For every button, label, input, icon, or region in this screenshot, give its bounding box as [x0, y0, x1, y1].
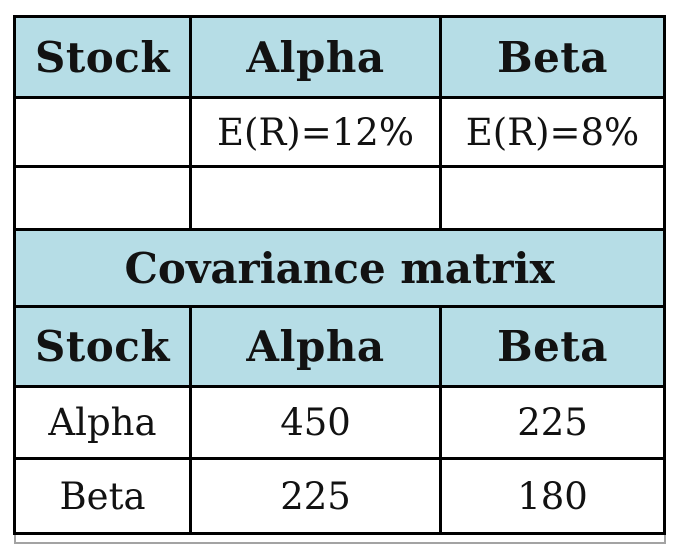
- header-cell-alpha: Alpha: [189, 305, 442, 388]
- header-cell-alpha: Alpha: [189, 15, 442, 99]
- table-cell-expected-return-beta: E(R)=8%: [439, 96, 666, 168]
- header-cell-stock: Stock: [13, 15, 192, 99]
- covariance-beta-beta: 180: [439, 457, 666, 535]
- row-label-beta: Beta: [13, 457, 192, 535]
- table-row: Covariance matrix: [13, 228, 666, 308]
- table-row: E(R)=12% E(R)=8%: [13, 96, 666, 168]
- row-label-alpha: Alpha: [13, 385, 192, 460]
- table-row: Alpha 450 225: [13, 385, 666, 460]
- table-row: Stock Alpha Beta: [13, 15, 666, 99]
- table-row-cutoff: [13, 532, 666, 544]
- covariance-alpha-beta: 225: [439, 385, 666, 460]
- cutoff-row-cell: [13, 532, 666, 544]
- header-cell-beta: Beta: [439, 15, 666, 99]
- header-cell-stock: Stock: [13, 305, 192, 388]
- table-cell-blank: [13, 165, 192, 231]
- covariance-alpha-alpha: 450: [189, 385, 442, 460]
- table-row: [13, 165, 666, 231]
- table-cell-blank: [189, 165, 442, 231]
- table-cell-blank: [439, 165, 666, 231]
- table-row: Beta 225 180: [13, 457, 666, 535]
- stock-data-table: Stock Alpha Beta E(R)=12% E(R)=8% Covari…: [13, 15, 666, 544]
- covariance-beta-alpha: 225: [189, 457, 442, 535]
- header-cell-beta: Beta: [439, 305, 666, 388]
- table-cell-expected-return-alpha: E(R)=12%: [189, 96, 442, 168]
- table-row: Stock Alpha Beta: [13, 305, 666, 388]
- table-cell-blank: [13, 96, 192, 168]
- covariance-matrix-title: Covariance matrix: [13, 228, 666, 308]
